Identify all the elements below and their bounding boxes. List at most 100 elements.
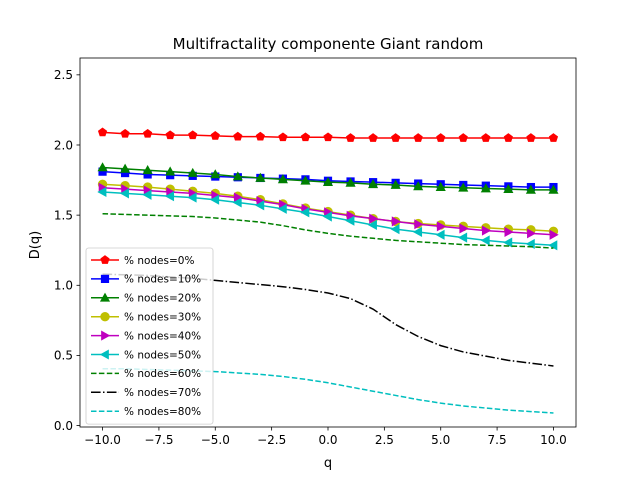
x-tick-label: −5.0 bbox=[201, 433, 230, 447]
plot-area: −10.0 −7.5 −5.0 −2.5 0.0 2.5 5.0 7.5 10.0 0.0 0.5 1… bbox=[54, 57, 577, 447]
legend-marker-2 bbox=[99, 292, 111, 302]
y-tick-label: 2.0 bbox=[54, 138, 73, 152]
data-point-s4-15 bbox=[436, 221, 446, 232]
data-point-s5-13 bbox=[390, 224, 400, 235]
legend-label-4: % nodes=40% bbox=[124, 330, 201, 342]
chart-title: Multifractality componente Giant random bbox=[173, 35, 484, 53]
data-point-s0-11 bbox=[345, 133, 356, 142]
data-point-s0-17 bbox=[481, 133, 491, 142]
data-point-s5-11 bbox=[345, 215, 355, 226]
x-tick-label: 0.0 bbox=[318, 433, 337, 447]
data-point-s4-20 bbox=[549, 229, 559, 240]
data-point-s0-15 bbox=[436, 133, 446, 142]
x-tick-label: −7.5 bbox=[144, 433, 173, 447]
data-point-s2-0 bbox=[97, 162, 108, 172]
data-point-s0-4 bbox=[188, 130, 198, 140]
data-point-s5-12 bbox=[367, 219, 377, 231]
data-point-s2-6 bbox=[232, 171, 243, 181]
data-point-s0-1 bbox=[120, 128, 130, 138]
data-point-s2-20 bbox=[548, 184, 559, 194]
data-point-s5-17 bbox=[480, 235, 490, 246]
series-line-6 bbox=[102, 212, 554, 249]
data-point-s4-18 bbox=[504, 226, 514, 238]
data-point-s2-5 bbox=[210, 169, 221, 179]
data-point-s0-0 bbox=[97, 127, 108, 137]
legend-label-3: % nodes=30% bbox=[124, 312, 201, 324]
data-point-s2-18 bbox=[503, 183, 514, 194]
x-tick-label: 10.0 bbox=[540, 433, 567, 447]
data-point-s2-16 bbox=[458, 182, 469, 192]
data-point-s2-8 bbox=[277, 174, 288, 184]
data-point-s5-9 bbox=[300, 207, 310, 218]
y-axis-label: D(q) bbox=[28, 231, 43, 259]
data-point-s4-14 bbox=[414, 219, 424, 230]
data-point-s0-13 bbox=[391, 133, 401, 142]
legend-marker-4 bbox=[101, 330, 111, 341]
data-point-s0-8 bbox=[278, 132, 288, 142]
data-point-s5-14 bbox=[412, 226, 423, 238]
x-tick-label: −10.0 bbox=[84, 433, 121, 447]
data-point-s5-8 bbox=[277, 203, 287, 214]
series-group bbox=[97, 127, 559, 414]
legend: % nodes=0% % nodes=10% % nodes=20% % nodes=… bbox=[85, 247, 214, 425]
legend-label-6: % nodes=60% bbox=[124, 368, 201, 380]
legend-marker-3 bbox=[100, 312, 110, 322]
data-point-s0-9 bbox=[300, 132, 311, 142]
data-point-s2-9 bbox=[300, 175, 311, 185]
legend-marker-0 bbox=[100, 255, 110, 264]
data-point-s2-4 bbox=[187, 167, 198, 177]
x-tick-label: 5.0 bbox=[431, 433, 450, 447]
data-point-s0-19 bbox=[526, 133, 536, 142]
data-point-s0-2 bbox=[143, 128, 153, 138]
data-point-s4-13 bbox=[391, 216, 401, 227]
legend-label-8: % nodes=80% bbox=[124, 406, 201, 418]
data-point-s5-6 bbox=[232, 197, 242, 208]
y-tick-label: 1.0 bbox=[54, 279, 73, 293]
data-point-s5-7 bbox=[255, 200, 265, 211]
data-point-s5-10 bbox=[322, 211, 332, 222]
legend-label-7: % nodes=70% bbox=[124, 387, 201, 399]
data-point-s2-7 bbox=[255, 172, 266, 182]
legend-label-1: % nodes=10% bbox=[124, 274, 201, 286]
legend-marker-1 bbox=[100, 274, 110, 283]
data-point-s2-14 bbox=[413, 181, 424, 191]
legend-label-2: % nodes=20% bbox=[124, 293, 201, 305]
data-point-s5-0 bbox=[97, 186, 107, 198]
data-point-s4-19 bbox=[527, 228, 537, 239]
data-point-s2-1 bbox=[120, 163, 131, 173]
data-point-s2-2 bbox=[142, 165, 153, 175]
legend-box bbox=[85, 247, 214, 425]
data-point-s0-6 bbox=[233, 131, 243, 141]
y-tick-label: 1.5 bbox=[54, 208, 73, 222]
data-point-s5-5 bbox=[210, 194, 220, 205]
data-point-s2-13 bbox=[390, 179, 401, 189]
data-point-s0-3 bbox=[165, 130, 175, 140]
legend-marker-5 bbox=[99, 349, 109, 360]
y-tick-label: 2.5 bbox=[54, 68, 73, 82]
data-point-s0-20 bbox=[548, 133, 559, 142]
x-tick-label: −2.5 bbox=[257, 433, 286, 447]
data-point-s5-3 bbox=[164, 191, 175, 202]
data-point-s4-12 bbox=[369, 213, 379, 224]
data-point-s4-16 bbox=[459, 223, 469, 234]
y-tick-label: 0.0 bbox=[54, 419, 73, 433]
data-point-s2-19 bbox=[525, 184, 536, 194]
x-tick-label: 7.5 bbox=[488, 433, 507, 447]
data-point-s2-17 bbox=[480, 183, 491, 193]
data-point-s2-3 bbox=[165, 166, 176, 176]
data-point-s2-12 bbox=[368, 179, 379, 189]
data-point-s2-10 bbox=[322, 176, 334, 187]
data-point-s4-17 bbox=[481, 225, 492, 236]
data-point-s0-12 bbox=[368, 133, 378, 142]
data-point-s0-5 bbox=[210, 131, 220, 140]
data-point-s5-15 bbox=[435, 229, 445, 240]
data-point-s0-10 bbox=[323, 132, 333, 142]
data-point-s5-16 bbox=[458, 232, 468, 243]
data-point-s2-11 bbox=[345, 177, 356, 187]
data-point-s0-14 bbox=[413, 133, 423, 142]
data-point-s0-7 bbox=[255, 131, 265, 141]
data-point-s5-2 bbox=[142, 189, 152, 200]
data-point-s0-18 bbox=[503, 133, 513, 142]
data-point-s2-15 bbox=[435, 181, 446, 191]
